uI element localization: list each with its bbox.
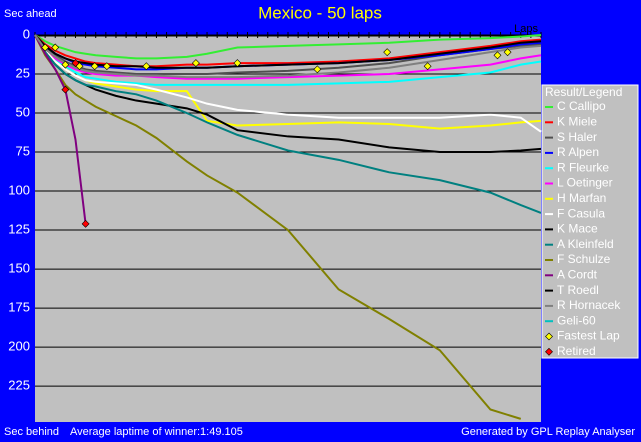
marker	[493, 51, 502, 60]
legend-label: R Alpen	[557, 145, 599, 159]
series-line	[34, 34, 542, 68]
legend-label: A Cordt	[557, 267, 598, 281]
y-tick-label: 0	[23, 26, 30, 41]
legend-label: H Marfan	[557, 191, 606, 205]
legend-label: Retired	[557, 344, 596, 358]
y-tick-label: 25	[16, 65, 30, 80]
marker	[313, 65, 322, 74]
legend-label: T Roedl	[557, 283, 599, 297]
marker	[71, 59, 80, 68]
marker	[61, 85, 70, 94]
plot-area	[35, 35, 541, 422]
chart-title: Mexico - 50 laps	[258, 3, 382, 22]
legend-label: R Hornacek	[557, 298, 621, 312]
y-tick-label: 200	[8, 339, 30, 354]
legend-label: S Haler	[557, 130, 597, 144]
legend-label: A Kleinfeld	[557, 237, 614, 251]
marker	[503, 48, 512, 57]
series-line	[34, 34, 87, 224]
series-line	[34, 34, 522, 420]
marker	[383, 48, 392, 57]
marker	[191, 59, 200, 68]
legend-label: K Mace	[557, 222, 598, 236]
legend-label: Geli-60	[557, 313, 596, 327]
legend-label: F Schulze	[557, 252, 611, 266]
legend-label: C Callipo	[557, 99, 606, 113]
marker	[423, 62, 432, 71]
note: Average laptime of winner:1:49.105	[70, 426, 243, 438]
marker	[61, 60, 70, 69]
y-label-bottom: Sec behind	[4, 426, 59, 438]
legend-box	[541, 84, 639, 359]
y-tick-label: 225	[8, 378, 30, 393]
y-tick-label: 100	[8, 182, 30, 197]
series-line	[34, 34, 542, 133]
marker	[81, 219, 90, 228]
marker	[51, 43, 60, 52]
x-label: Laps	[514, 23, 538, 35]
legend-label: Fastest Lap	[557, 329, 620, 343]
credit: Generated by GPL Replay Analyser	[461, 426, 635, 438]
y-tick-label: 175	[8, 300, 30, 315]
y-tick-label: 150	[8, 261, 30, 276]
legend-label: R Fleurke	[557, 160, 609, 174]
marker	[233, 59, 242, 68]
legend-label: K Miele	[557, 114, 597, 128]
y-tick-label: 50	[16, 104, 30, 119]
marker	[102, 62, 111, 71]
legend-swatch	[545, 332, 553, 341]
marker	[142, 62, 151, 71]
series-line	[34, 34, 542, 86]
series-line	[34, 34, 542, 214]
series-line	[34, 34, 542, 69]
marker	[90, 62, 99, 71]
legend-swatch	[545, 347, 553, 356]
y-tick-label: 125	[8, 221, 30, 236]
series-line	[34, 34, 542, 60]
y-tick-label: 75	[16, 143, 30, 158]
marker	[41, 43, 50, 52]
legend-label: F Casula	[557, 206, 605, 220]
legend-label: L Oetinger	[557, 176, 613, 190]
legend-title: Result/Legend	[545, 85, 622, 99]
y-label-top: Sec ahead	[4, 8, 57, 20]
